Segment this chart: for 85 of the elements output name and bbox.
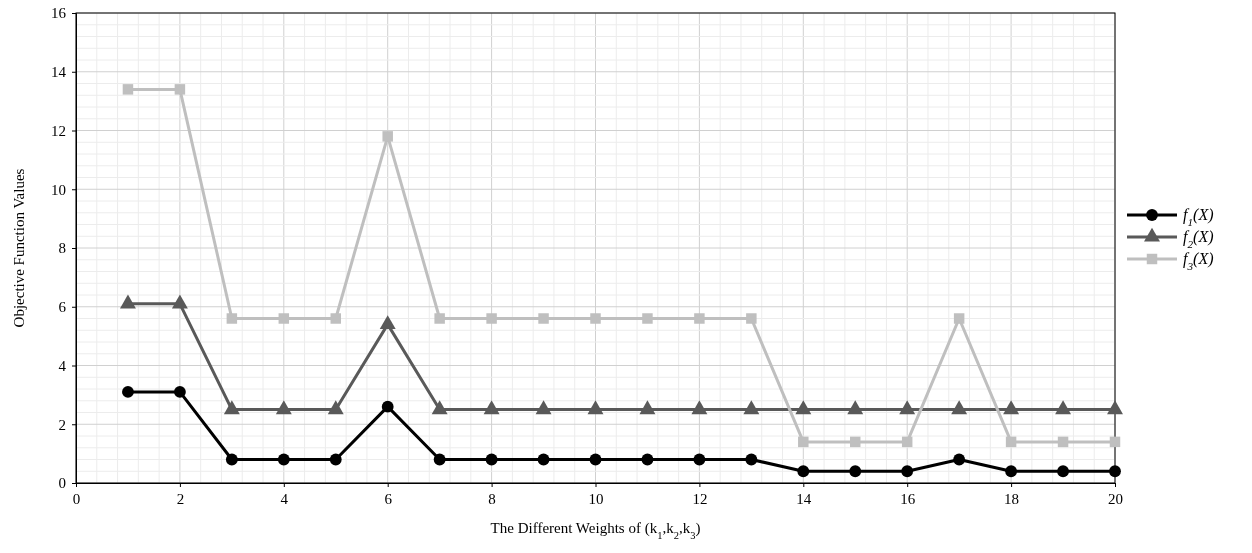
point xyxy=(953,453,966,466)
point xyxy=(122,84,134,95)
point xyxy=(847,400,864,415)
point xyxy=(382,131,393,142)
point xyxy=(119,294,136,309)
legend-label: f$_{3}$(X) xyxy=(1183,250,1214,272)
point xyxy=(850,436,861,448)
point xyxy=(379,315,396,329)
point xyxy=(745,453,758,466)
point xyxy=(483,400,500,415)
point xyxy=(171,294,188,309)
point xyxy=(122,386,134,398)
y-tick-label: 10 xyxy=(51,181,66,198)
point xyxy=(901,465,914,478)
y-tick-label: 6 xyxy=(58,299,67,316)
y-axis-title: Objective Function Values xyxy=(11,168,27,328)
point xyxy=(1109,436,1121,448)
point xyxy=(225,453,238,466)
point xyxy=(275,400,292,415)
point xyxy=(226,313,238,324)
point xyxy=(639,400,656,415)
x-tick-label: 16 xyxy=(900,490,916,507)
legend-label: f$_{2}$(X) xyxy=(1183,228,1214,250)
x-tick-label: 20 xyxy=(1108,490,1123,507)
point xyxy=(174,84,186,95)
x-axis-title: The Different Weights of (k$_{1}$,k$_{2}$,k$_{3}$) xyxy=(490,520,701,541)
point xyxy=(538,313,549,324)
point xyxy=(795,400,812,415)
point xyxy=(589,453,602,466)
point xyxy=(431,400,448,415)
x-tick-label: 6 xyxy=(384,490,393,507)
x-tick-label: 18 xyxy=(1004,490,1020,507)
point xyxy=(798,436,809,448)
point xyxy=(951,400,968,415)
y-tick-label: 14 xyxy=(51,64,67,81)
x-tick-label: 8 xyxy=(488,490,496,507)
point xyxy=(901,436,913,448)
x-tick-label: 4 xyxy=(280,490,289,507)
point xyxy=(1057,465,1069,478)
y-tick-label: 4 xyxy=(58,357,67,374)
point xyxy=(642,313,653,324)
x-tick-label: 12 xyxy=(692,490,708,507)
point xyxy=(797,465,810,478)
x-tick-label: 0 xyxy=(72,490,81,507)
point xyxy=(535,400,552,415)
point xyxy=(330,313,341,324)
point xyxy=(590,313,601,324)
legend-label: f$_{1}$(X) xyxy=(1183,206,1214,228)
point xyxy=(641,453,654,466)
point xyxy=(899,400,916,415)
y-tick-label: 8 xyxy=(58,240,66,257)
point xyxy=(433,453,446,466)
point xyxy=(277,453,290,466)
point xyxy=(953,313,965,324)
point xyxy=(329,453,342,466)
y-tick-label: 0 xyxy=(58,475,66,492)
point xyxy=(1055,400,1072,415)
point xyxy=(1005,436,1017,448)
point xyxy=(1109,465,1121,478)
point xyxy=(746,313,757,324)
point xyxy=(223,400,240,415)
point xyxy=(486,313,497,324)
y-tick-label: 16 xyxy=(51,5,67,22)
x-tick-label: 2 xyxy=(176,490,185,507)
x-tick-label: 14 xyxy=(796,490,812,507)
point xyxy=(691,400,708,415)
point xyxy=(743,400,760,415)
y-tick-label: 2 xyxy=(58,416,66,433)
point xyxy=(173,386,186,398)
point xyxy=(278,313,290,324)
point xyxy=(485,453,498,466)
x-tick-label: 10 xyxy=(588,490,604,507)
point xyxy=(694,313,705,324)
point xyxy=(693,453,706,466)
point xyxy=(1107,400,1123,415)
point xyxy=(587,400,604,415)
point xyxy=(381,400,394,413)
point xyxy=(327,400,344,415)
point xyxy=(434,313,445,324)
y-tick-label: 12 xyxy=(51,122,66,139)
point xyxy=(1003,400,1020,415)
point xyxy=(849,465,862,478)
point xyxy=(1057,436,1069,448)
point xyxy=(537,453,550,466)
point xyxy=(1005,465,1018,478)
